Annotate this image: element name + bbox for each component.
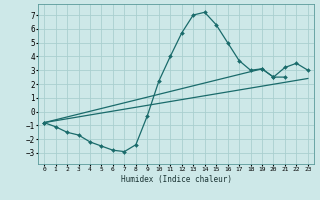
X-axis label: Humidex (Indice chaleur): Humidex (Indice chaleur) [121, 175, 231, 184]
